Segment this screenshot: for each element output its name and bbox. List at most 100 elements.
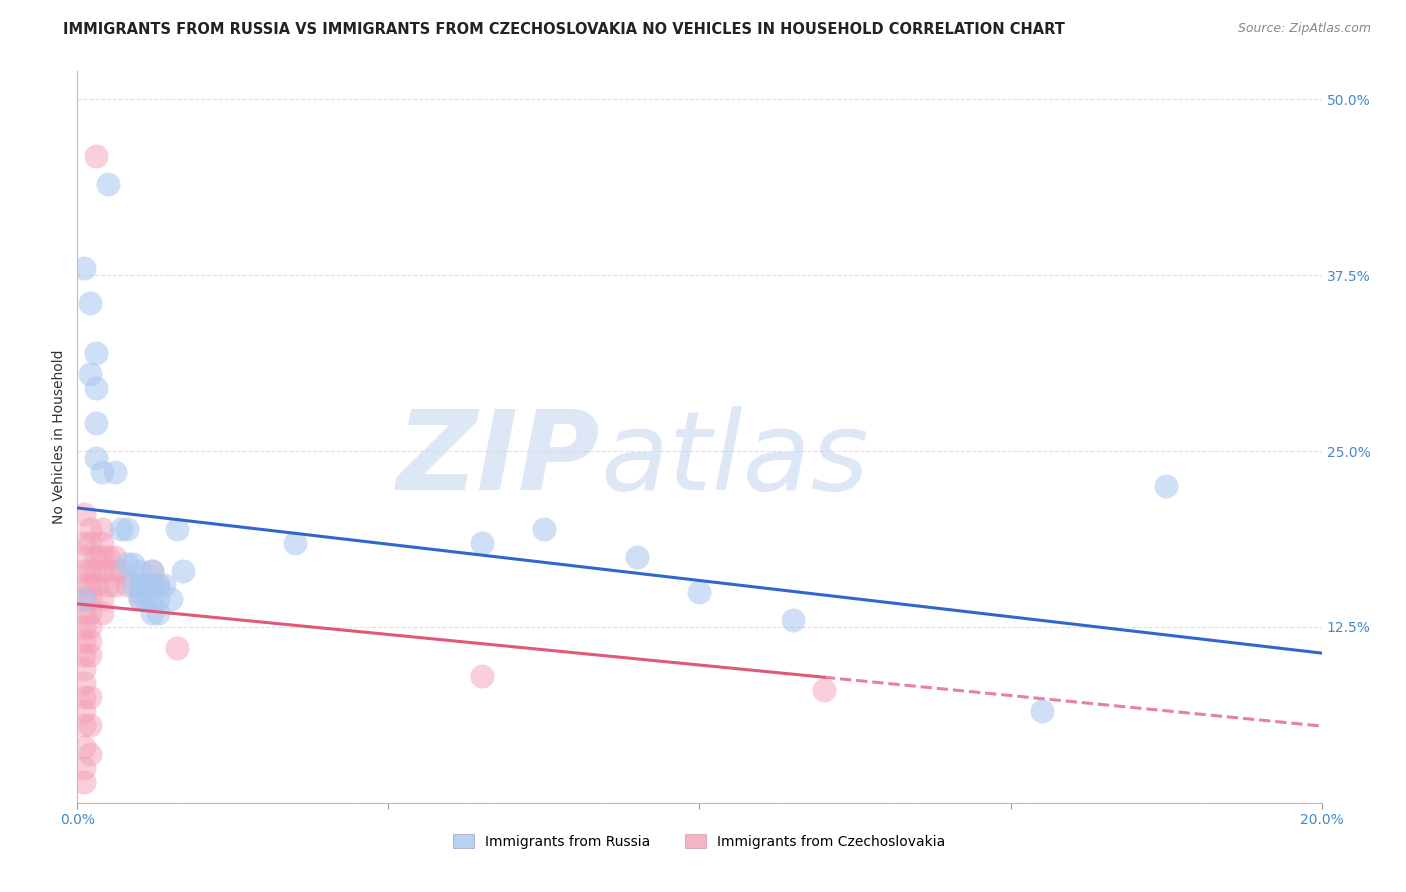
Point [689,584,711,599]
Point [84,564,107,578]
Point [122,578,145,592]
Point [128,578,150,592]
Legend: Immigrants from Russia, Immigrants from Czechoslovakia: Immigrants from Russia, Immigrants from … [449,829,950,855]
Point [141,578,163,592]
Point [91,591,114,606]
Point [471,535,494,549]
Point [79,591,101,606]
Point [79,606,101,620]
Point [91,549,114,564]
Text: Source: ZipAtlas.com: Source: ZipAtlas.com [1237,22,1371,36]
Point [72,774,94,789]
Point [166,521,188,535]
Point [72,591,94,606]
Point [72,761,94,775]
Point [79,648,101,662]
Point [148,578,170,592]
Point [84,345,107,359]
Point [79,367,101,381]
Point [72,662,94,676]
Point [84,416,107,430]
Point [72,718,94,732]
Point [104,549,127,564]
Point [79,535,101,549]
Point [84,578,107,592]
Point [84,451,107,466]
Point [166,641,188,656]
Point [284,535,307,549]
Point [79,690,101,705]
Point [72,606,94,620]
Point [72,648,94,662]
Point [91,465,114,479]
Point [72,739,94,754]
Point [148,591,170,606]
Point [1154,479,1177,493]
Point [141,564,163,578]
Y-axis label: No Vehicles in Household: No Vehicles in Household [52,350,66,524]
Point [72,549,94,564]
Point [79,718,101,732]
Point [110,521,132,535]
Point [135,591,157,606]
Point [471,669,494,683]
Point [72,676,94,690]
Point [104,578,127,592]
Point [533,521,555,535]
Point [72,508,94,522]
Point [148,606,170,620]
Text: ZIP: ZIP [396,406,600,513]
Point [84,381,107,395]
Point [79,747,101,761]
Point [115,578,138,592]
Point [128,591,150,606]
Point [72,634,94,648]
Point [72,705,94,719]
Point [104,465,127,479]
Point [79,564,101,578]
Point [1031,705,1053,719]
Point [91,564,114,578]
Point [141,591,163,606]
Point [104,564,127,578]
Point [626,549,648,564]
Point [91,606,114,620]
Point [115,557,138,571]
Point [172,564,194,578]
Point [97,578,120,592]
Point [72,261,94,276]
Point [91,535,114,549]
Point [148,578,170,592]
Point [72,690,94,705]
Point [72,620,94,634]
Point [97,177,120,191]
Point [115,521,138,535]
Point [91,521,114,535]
Point [72,578,94,592]
Point [79,521,101,535]
Text: atlas: atlas [600,406,869,513]
Point [128,578,150,592]
Point [128,564,150,578]
Text: IMMIGRANTS FROM RUSSIA VS IMMIGRANTS FROM CZECHOSLOVAKIA NO VEHICLES IN HOUSEHOL: IMMIGRANTS FROM RUSSIA VS IMMIGRANTS FRO… [63,22,1066,37]
Point [122,557,145,571]
Point [159,591,181,606]
Point [84,149,107,163]
Point [141,578,163,592]
Point [128,591,150,606]
Point [813,683,835,698]
Point [782,613,804,627]
Point [72,591,94,606]
Point [79,634,101,648]
Point [135,578,157,592]
Point [141,564,163,578]
Point [110,564,132,578]
Point [97,549,120,564]
Point [141,606,163,620]
Point [128,584,150,599]
Point [79,620,101,634]
Point [79,578,101,592]
Point [72,535,94,549]
Point [72,564,94,578]
Point [84,549,107,564]
